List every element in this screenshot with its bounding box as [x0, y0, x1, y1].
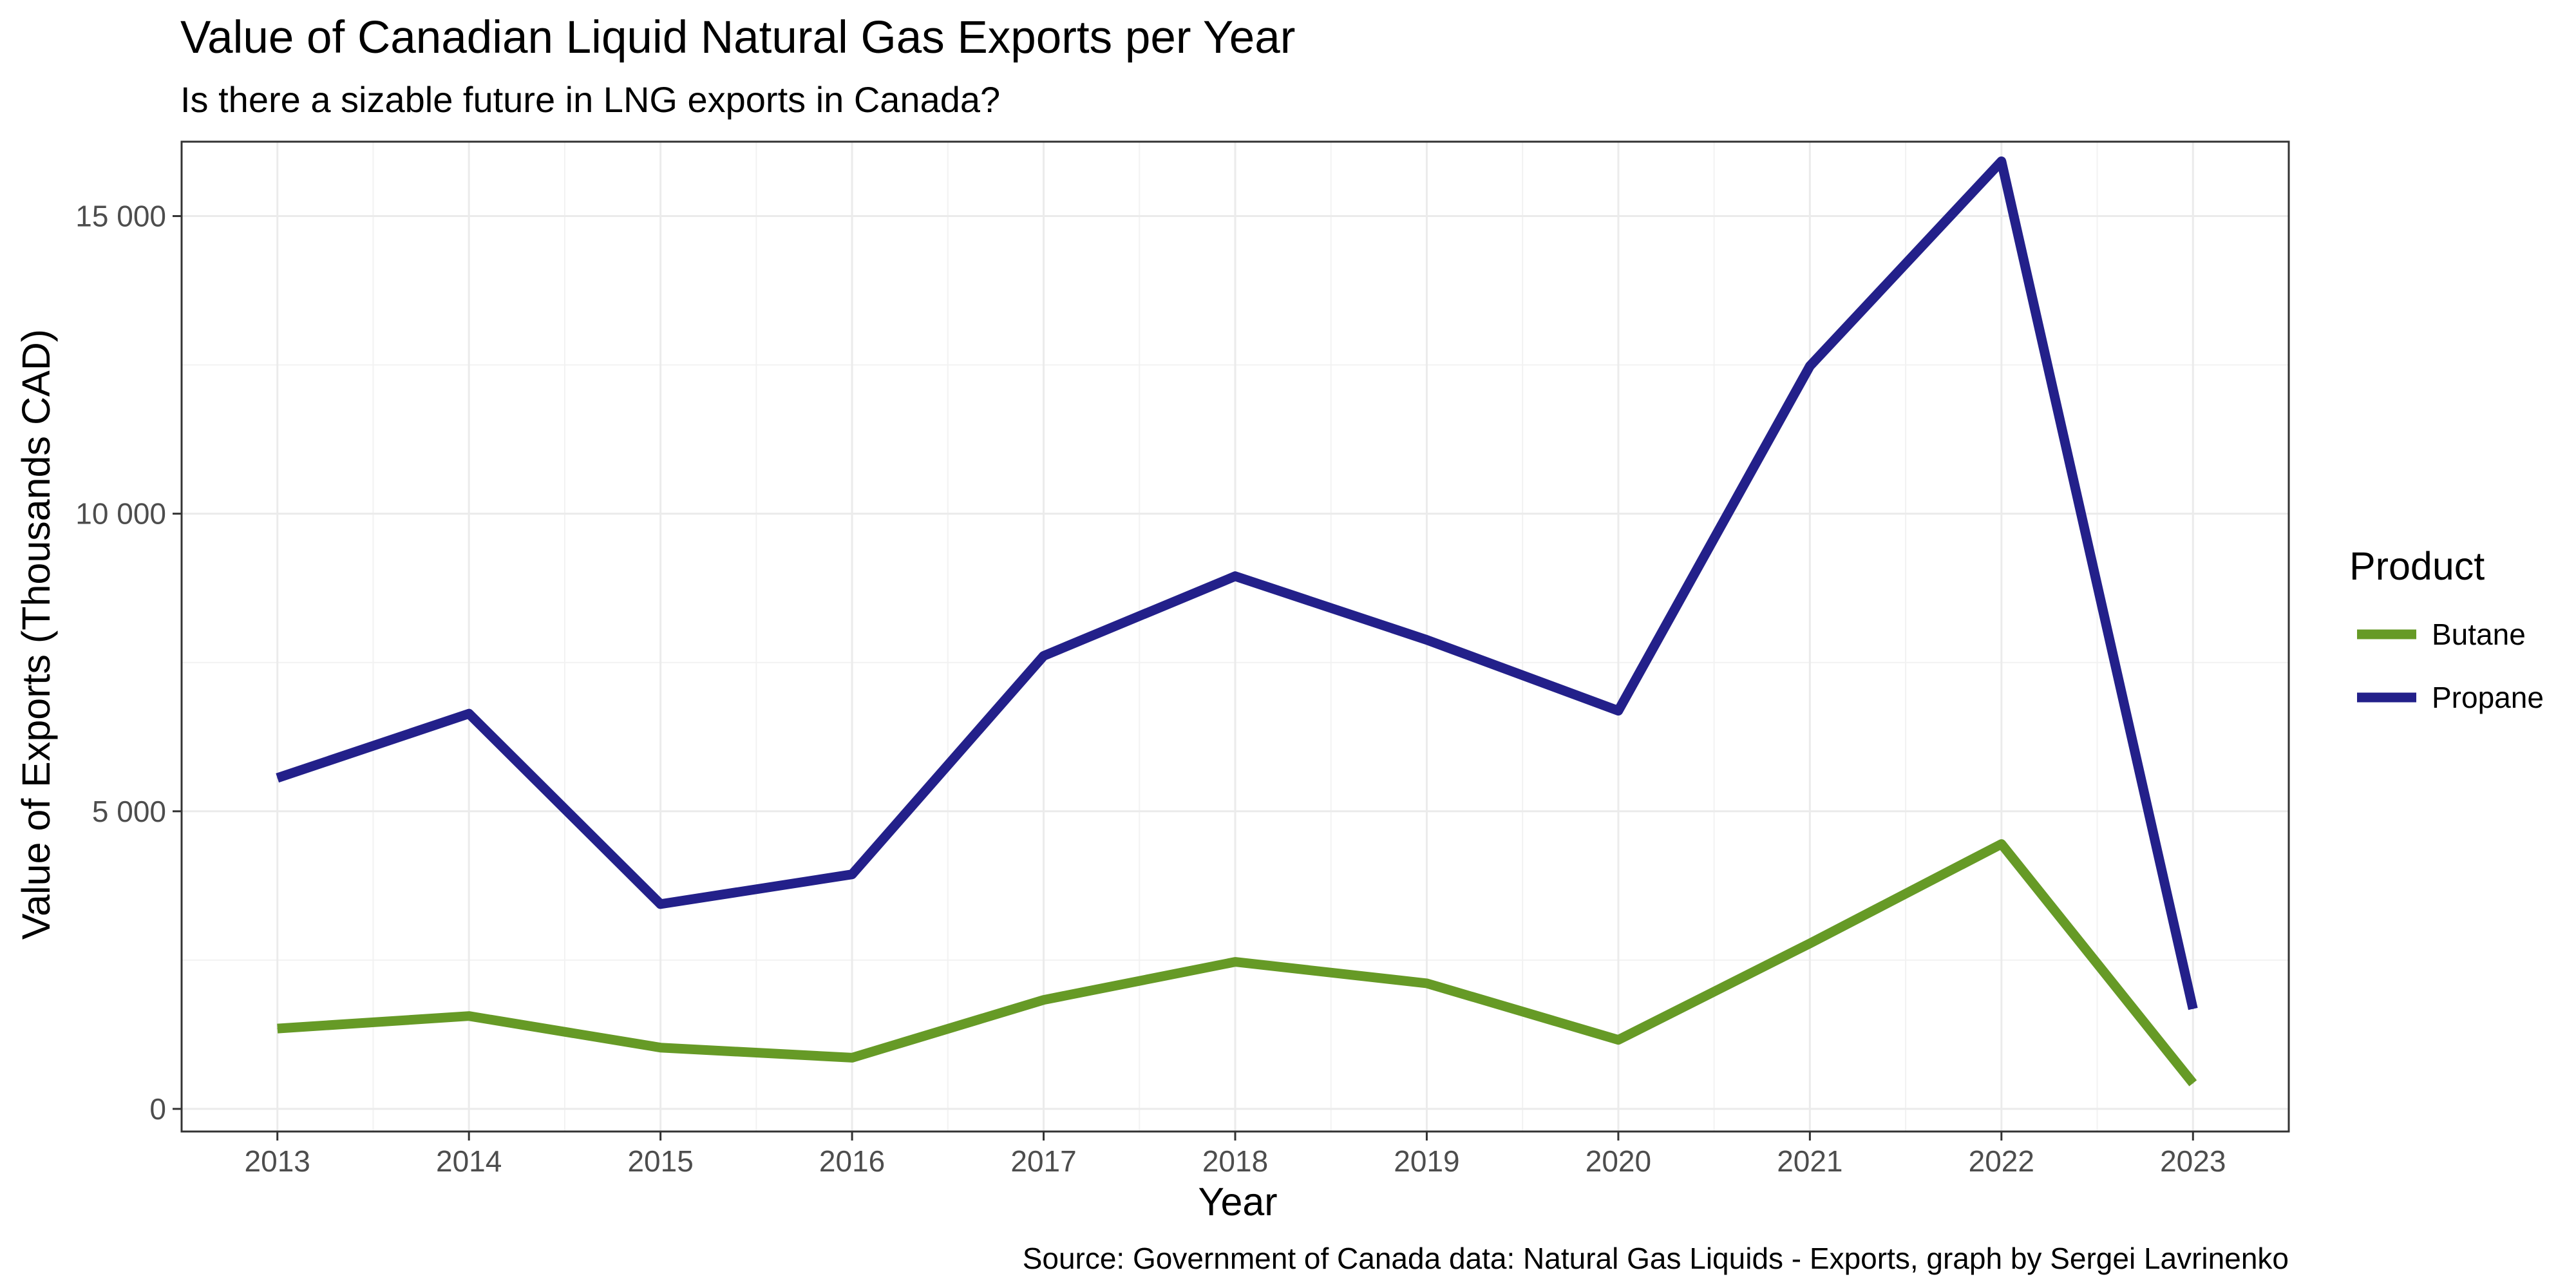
data-point-butane	[660, 1047, 661, 1048]
data-point-propane	[851, 874, 853, 875]
legend-label-butane: Butane	[2432, 618, 2526, 651]
x-tick-label: 2015	[627, 1144, 693, 1178]
data-point-propane	[2001, 160, 2002, 162]
data-point-butane	[277, 1028, 278, 1029]
x-tick-label: 2019	[1394, 1144, 1459, 1178]
data-point-propane	[277, 777, 278, 779]
legend-title: Product	[2349, 544, 2485, 588]
data-point-propane	[1426, 639, 1427, 641]
series-lines	[276, 156, 2198, 1086]
y-tick-label: 5 000	[92, 795, 166, 828]
legend-label-propane: Propane	[2432, 681, 2544, 714]
y-tick-label: 0	[149, 1092, 166, 1126]
chart-subtitle: Is there a sizable future in LNG exports…	[180, 79, 1000, 120]
x-tick-label: 2022	[1969, 1144, 2034, 1178]
y-tick-label: 10 000	[75, 497, 166, 531]
tick-labels: 2013 2014 2015 2016 2017 2018 2019 2020 2021 2022…	[75, 200, 2226, 1178]
legend: Product Butane Propane	[2349, 544, 2544, 714]
data-point-butane	[1235, 961, 1236, 963]
x-tick-label: 2021	[1777, 1144, 1842, 1178]
chart-title: Value of Canadian Liquid Natural Gas Exp…	[180, 12, 1295, 63]
major-gridlines	[182, 142, 2289, 1132]
source-caption: Source: Government of Canada data: Natur…	[1023, 1242, 2289, 1275]
data-point-butane	[851, 1057, 853, 1058]
y-tick-label: 15 000	[75, 200, 166, 233]
x-tick-label: 2023	[2160, 1144, 2226, 1178]
x-tick-label: 2018	[1202, 1144, 1268, 1178]
x-tick-label: 2016	[819, 1144, 885, 1178]
x-tick-label: 2014	[436, 1144, 502, 1178]
data-point-butane	[1043, 999, 1045, 1001]
x-tick-label: 2020	[1586, 1144, 1651, 1178]
x-tick-label: 2013	[245, 1144, 310, 1178]
axis-ticks	[173, 215, 2194, 1141]
x-tick-label: 2017	[1010, 1144, 1076, 1178]
y-axis-title: Value of Exports (Thousands CAD)	[14, 329, 58, 940]
x-axis-title: Year	[1198, 1180, 1277, 1224]
